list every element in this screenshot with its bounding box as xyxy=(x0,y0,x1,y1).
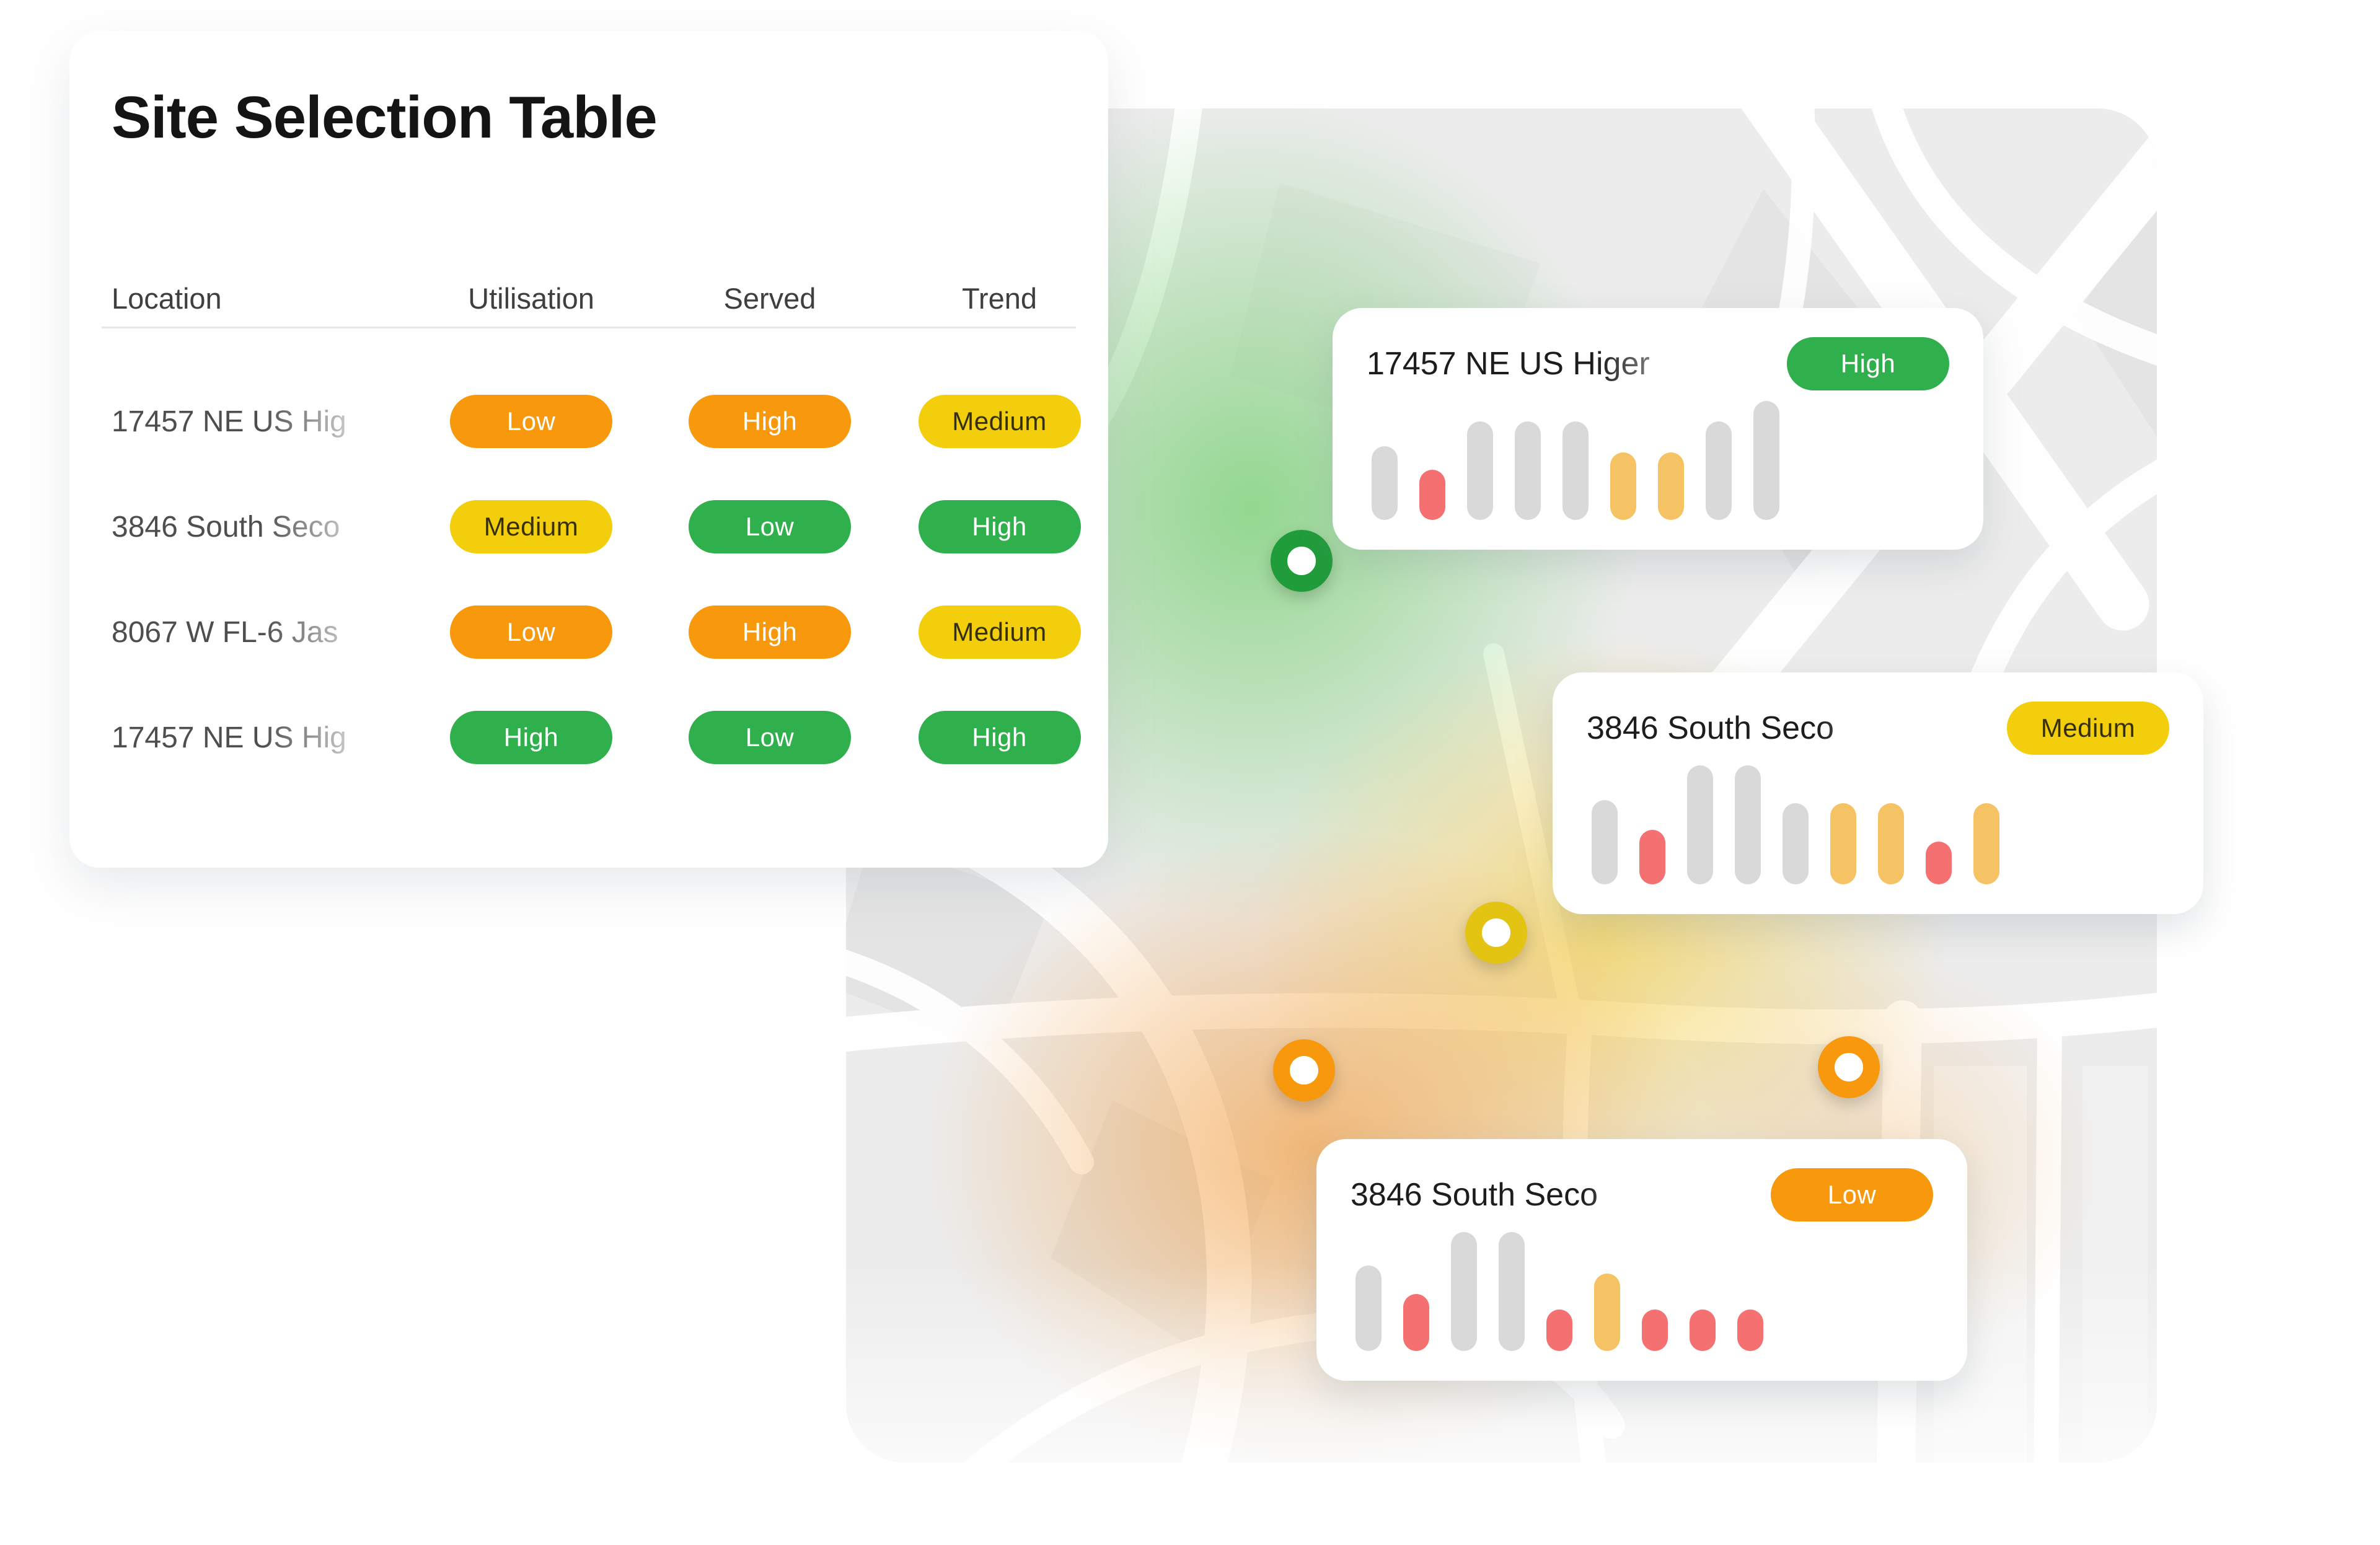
table-divider xyxy=(102,327,1076,328)
map-popup-card[interactable]: 3846 South Seco Low xyxy=(1316,1139,1967,1381)
location-cell: 3846 South Seco xyxy=(112,510,340,544)
location-cell: 17457 NE US Hig xyxy=(112,405,346,438)
chart-bar xyxy=(1594,1274,1620,1351)
chart-bar xyxy=(1830,803,1856,884)
table-row[interactable]: 3846 South Seco Medium Low High xyxy=(69,474,1108,579)
status-badge: Low xyxy=(1771,1168,1933,1221)
utilisation-badge: Medium xyxy=(450,500,612,553)
served-badge: Low xyxy=(689,711,851,764)
trend-cell: Medium xyxy=(891,605,1108,659)
chart-bar xyxy=(1642,1309,1668,1351)
chart-bar xyxy=(1690,1309,1716,1351)
chart-bar xyxy=(1706,421,1732,520)
utilisation-badge: High xyxy=(450,711,612,764)
chart-bar xyxy=(1592,799,1618,884)
served-cell: Low xyxy=(649,500,891,553)
trend-cell: Medium xyxy=(891,395,1108,448)
utilisation-cell: Low xyxy=(413,605,649,659)
chart-bar xyxy=(1451,1232,1477,1351)
trend-badge: High xyxy=(918,500,1081,553)
chart-bar xyxy=(1546,1309,1572,1351)
location-cell: 8067 W FL-6 Jas xyxy=(112,615,338,649)
map-pin-orange-left[interactable] xyxy=(1273,1039,1335,1101)
page-title: Site Selection Table xyxy=(112,84,658,151)
utilisation-cell: High xyxy=(413,711,649,764)
chart-bar xyxy=(1926,841,1952,884)
column-header-trend: Trend xyxy=(961,282,1038,315)
chart-bar xyxy=(1499,1232,1525,1351)
trend-cell: High xyxy=(891,500,1108,553)
chart-bar xyxy=(1658,452,1684,520)
mini-bar-chart xyxy=(1351,1232,1933,1351)
trend-cell: High xyxy=(891,711,1108,764)
chart-bar xyxy=(1753,401,1779,520)
chart-bar xyxy=(1878,803,1904,884)
column-header-served: Served xyxy=(723,282,816,315)
trend-badge: Medium xyxy=(918,605,1081,659)
table-row[interactable]: 8067 W FL-6 Jas Low High Medium xyxy=(69,579,1108,685)
mini-bar-chart xyxy=(1587,765,2169,884)
chart-bar xyxy=(1735,765,1761,884)
table-body: 17457 NE US Hig Low High Medium 3846 South S… xyxy=(69,369,1108,790)
chart-bar xyxy=(1419,470,1445,520)
served-cell: High xyxy=(649,605,891,659)
table-row[interactable]: 17457 NE US Hig High Low High xyxy=(69,685,1108,790)
chart-bar xyxy=(1783,803,1809,884)
mini-bar-chart xyxy=(1367,401,1949,520)
map-popup-card[interactable]: 3846 South Seco Medium xyxy=(1553,672,2203,914)
chart-bar xyxy=(1355,1265,1382,1351)
served-badge: Low xyxy=(689,500,851,553)
chart-bar xyxy=(1687,765,1713,884)
trend-badge: High xyxy=(918,711,1081,764)
status-badge: Medium xyxy=(2007,702,2169,755)
chart-bar xyxy=(1562,421,1589,520)
utilisation-cell: Low xyxy=(413,395,649,448)
served-badge: High xyxy=(689,605,851,659)
chart-bar xyxy=(1372,446,1398,520)
map-card-header: 3846 South Seco Medium xyxy=(1587,701,2169,755)
served-cell: Low xyxy=(649,711,891,764)
map-card-title: 17457 NE US Higer xyxy=(1367,346,1650,382)
served-cell: High xyxy=(649,395,891,448)
site-selection-card: Site Selection Table Location Utilisatio… xyxy=(69,31,1108,868)
status-badge: High xyxy=(1787,337,1949,390)
chart-bar xyxy=(1737,1309,1763,1351)
location-cell: 17457 NE US Hig xyxy=(112,721,346,754)
column-header-location: Location xyxy=(112,282,222,315)
utilisation-badge: Low xyxy=(450,605,612,659)
chart-bar xyxy=(1610,452,1636,520)
column-header-utilisation: Utilisation xyxy=(468,282,594,315)
chart-bar xyxy=(1403,1293,1429,1351)
chart-bar xyxy=(1973,803,1999,884)
utilisation-cell: Medium xyxy=(413,500,649,553)
utilisation-badge: Low xyxy=(450,395,612,448)
table-header: Location Utilisation Served Trend xyxy=(69,281,1108,315)
map-pin-orange-right[interactable] xyxy=(1818,1036,1880,1098)
chart-bar xyxy=(1639,829,1665,884)
map-card-header: 17457 NE US Higer High xyxy=(1367,337,1949,391)
map-card-title: 3846 South Seco xyxy=(1351,1177,1598,1213)
chart-bar xyxy=(1515,421,1541,520)
trend-badge: Medium xyxy=(918,395,1081,448)
map-pin-yellow[interactable] xyxy=(1465,902,1527,964)
served-badge: High xyxy=(689,395,851,448)
map-pin-green[interactable] xyxy=(1271,530,1333,592)
map-card-title: 3846 South Seco xyxy=(1587,710,1834,746)
map-popup-card[interactable]: 17457 NE US Higer High xyxy=(1333,308,1983,550)
chart-bar xyxy=(1467,421,1493,520)
map-card-header: 3846 South Seco Low xyxy=(1351,1168,1933,1222)
table-row[interactable]: 17457 NE US Hig Low High Medium xyxy=(69,369,1108,474)
